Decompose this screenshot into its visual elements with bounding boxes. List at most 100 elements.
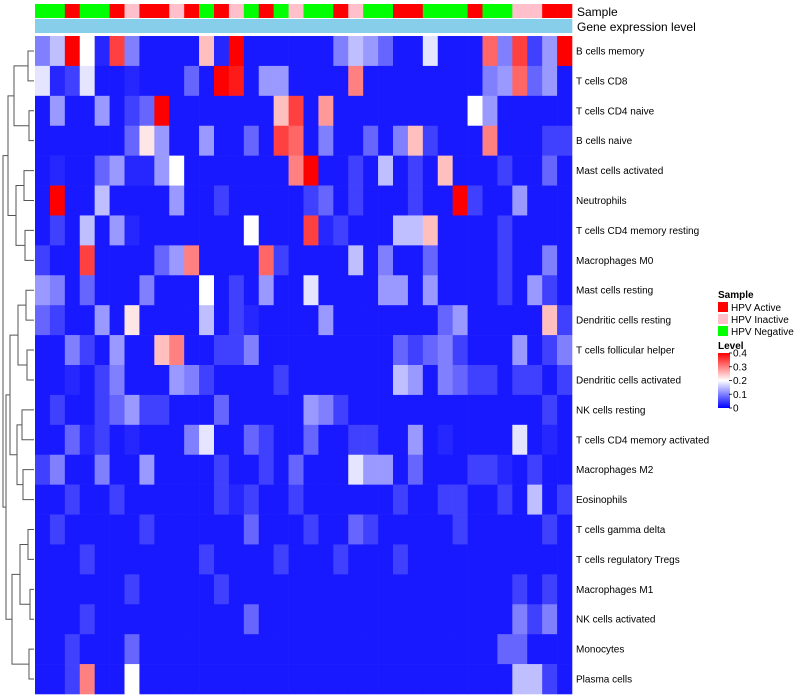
heatmap-cell	[557, 95, 573, 127]
heatmap-cell	[407, 454, 424, 485]
heatmap-cell	[35, 544, 51, 575]
annotation-cell-sample	[35, 4, 51, 18]
heatmap-cell	[318, 574, 334, 605]
heatmap-cell	[437, 215, 453, 246]
heatmap-cell	[94, 95, 110, 127]
heatmap-cell	[288, 454, 304, 485]
heatmap-cell	[393, 365, 409, 396]
heatmap-cell	[169, 365, 185, 396]
heatmap-cell	[94, 215, 110, 246]
annotation-cell-expression	[94, 19, 110, 33]
heatmap-cell	[154, 335, 170, 366]
annotation-cell-expression	[214, 19, 230, 33]
heatmap-cell	[139, 574, 155, 605]
heatmap-cell	[497, 305, 513, 336]
annotation-cell-expression	[64, 19, 81, 33]
heatmap-cell	[154, 454, 170, 485]
heatmap-cell	[79, 394, 95, 426]
heatmap-cell	[512, 335, 528, 366]
heatmap-cell	[273, 365, 289, 396]
heatmap-cell	[154, 365, 170, 396]
dendrogram-branch	[13, 65, 29, 127]
heatmap-cell	[258, 65, 274, 97]
heatmap-cell	[35, 155, 51, 186]
heatmap-cell	[378, 574, 394, 605]
heatmap-cell	[512, 305, 528, 336]
heatmap-cell	[94, 544, 110, 575]
annotation-cell-expression	[393, 19, 409, 33]
heatmap-cell	[512, 634, 528, 665]
heatmap-cell	[94, 155, 110, 186]
heatmap-cell	[542, 484, 558, 515]
heatmap-cell	[542, 634, 558, 665]
legend-tick-label: 0.3	[733, 362, 747, 373]
heatmap-cell	[378, 185, 394, 216]
annotation-cell-expression	[303, 19, 319, 33]
heatmap-cell	[452, 544, 468, 575]
heatmap-cell	[482, 634, 498, 665]
heatmap-cell	[169, 424, 185, 456]
annotation-cell-sample	[527, 4, 543, 18]
heatmap-cell	[124, 634, 140, 665]
heatmap-cell	[228, 275, 245, 306]
heatmap-cell	[273, 574, 289, 605]
legend-entry-label: HPV Negative	[731, 327, 794, 338]
heatmap-cell	[109, 185, 125, 216]
heatmap-cell	[243, 305, 260, 336]
heatmap-cell	[49, 664, 66, 695]
heatmap-cell	[422, 544, 439, 575]
annotation-cell-sample	[542, 4, 558, 18]
heatmap-cell	[542, 125, 558, 156]
heatmap-cell	[452, 394, 468, 426]
annotation-cell-expression	[243, 19, 260, 33]
annotation-cell-expression	[169, 19, 185, 33]
heatmap-cell	[184, 95, 200, 127]
heatmap-cell	[214, 394, 230, 426]
heatmap-cell	[393, 424, 409, 456]
heatmap-cell	[497, 275, 513, 306]
heatmap-cell	[258, 365, 274, 396]
heatmap-cell	[452, 305, 468, 336]
heatmap-cell	[273, 544, 289, 575]
dendrogram-branch	[24, 229, 34, 261]
annotation-cell-sample	[497, 4, 513, 18]
heatmap-cell	[199, 36, 215, 67]
heatmap-cell	[273, 125, 289, 156]
heatmap-cell	[124, 394, 140, 426]
heatmap-cell	[542, 574, 558, 605]
heatmap-cell	[199, 245, 215, 276]
heatmap-cell	[288, 95, 304, 127]
heatmap-cell	[154, 275, 170, 306]
heatmap-cell	[35, 275, 51, 306]
heatmap-cell	[422, 604, 439, 635]
heatmap-cell	[393, 454, 409, 485]
heatmap-cell	[557, 305, 573, 336]
heatmap-cell	[258, 424, 274, 456]
annotation-cell-sample	[124, 4, 140, 18]
dendrogram-branch	[7, 95, 16, 216]
heatmap-cell	[333, 65, 349, 97]
heatmap-cell	[333, 155, 349, 186]
heatmap-cell	[542, 155, 558, 186]
heatmap-cell	[467, 65, 483, 97]
heatmap-cell	[303, 394, 319, 426]
heatmap-cell	[318, 424, 334, 456]
heatmap-cell	[363, 65, 379, 97]
heatmap-cell	[214, 424, 230, 456]
heatmap-cell	[243, 335, 260, 366]
heatmap-cell	[94, 484, 110, 515]
heatmap-cell	[258, 454, 274, 485]
heatmap-cell	[64, 215, 81, 246]
heatmap-cell	[273, 454, 289, 485]
heatmap-cell	[527, 634, 543, 665]
heatmap-cell	[363, 634, 379, 665]
heatmap-cell	[318, 664, 334, 695]
annotation-cell-expression	[363, 19, 379, 33]
annotation-cell-sample	[243, 4, 260, 18]
heatmap-cell	[333, 275, 349, 306]
heatmap-cell	[214, 454, 230, 485]
heatmap-cell	[363, 604, 379, 635]
heatmap-cell	[228, 215, 245, 246]
heatmap-cell	[512, 185, 528, 216]
heatmap-cell	[35, 394, 51, 426]
